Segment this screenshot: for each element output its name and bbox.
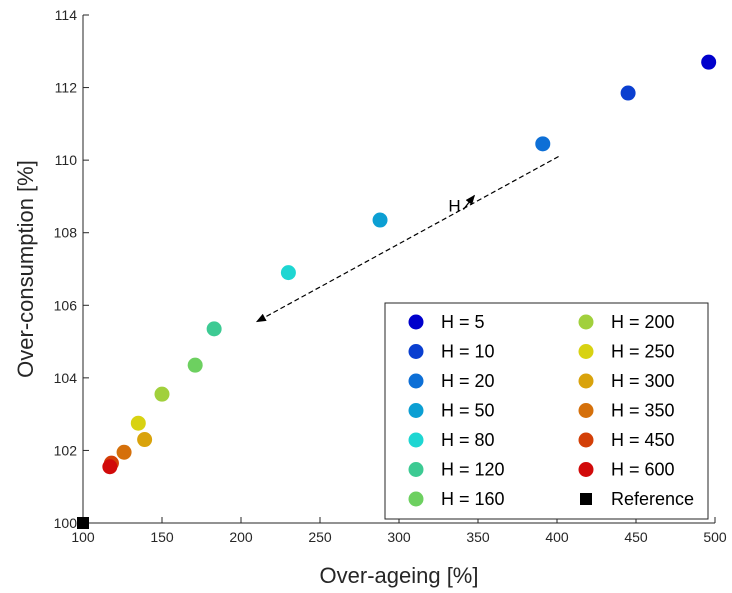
dashed-trend-arrow (255, 155, 559, 323)
y-tick-label: 104 (54, 370, 78, 386)
legend-entry-label: H = 20 (441, 371, 495, 391)
legend-entry-label: H = 600 (611, 460, 675, 480)
legend-entry-label: H = 160 (441, 489, 505, 509)
data-point-reference (77, 517, 89, 529)
legend-marker (578, 344, 594, 359)
data-point (187, 357, 203, 373)
data-point (130, 415, 146, 431)
legend-marker (408, 373, 424, 389)
data-point (280, 265, 296, 281)
legend-marker (408, 491, 424, 507)
axes: 100 150 200 250 300 350 400 450 500 100 102 104 106 1… (54, 7, 727, 545)
y-axis-title: Over-consumption [%] (13, 160, 38, 378)
legend-marker (578, 462, 594, 477)
y-tick-label: 114 (55, 7, 78, 23)
data-point (535, 136, 551, 152)
data-point (701, 54, 717, 70)
legend-entry-label: H = 5 (441, 312, 485, 332)
y-tick-label: 108 (54, 225, 78, 241)
legend-marker (408, 462, 424, 477)
legend-entry-label: H = 350 (611, 401, 675, 421)
legend-marker (578, 432, 594, 448)
legend-entry-label: H = 450 (611, 430, 675, 450)
legend-marker (408, 344, 424, 359)
x-tick-label: 100 (71, 529, 95, 545)
data-point (620, 85, 636, 101)
y-tick-label: 106 (54, 297, 78, 313)
legend-entry-label: H = 10 (441, 342, 495, 362)
legend-entry-label: Reference (611, 489, 694, 509)
y-tick-label: 112 (55, 80, 78, 96)
legend-entry-label: H = 50 (441, 401, 495, 421)
y-tick-label: 110 (55, 152, 78, 168)
legend-entry-label: H = 80 (441, 430, 495, 450)
data-point (137, 432, 153, 448)
annotation-label: H (448, 197, 460, 216)
annotations: H (255, 155, 559, 323)
x-tick-label: 200 (229, 529, 253, 545)
x-tick-label: 500 (703, 529, 727, 545)
legend-marker (578, 373, 594, 389)
x-tick-label: 350 (466, 529, 490, 545)
data-points (77, 54, 717, 529)
data-point (154, 386, 170, 402)
x-tick-label: 450 (624, 529, 648, 545)
legend-marker (580, 493, 592, 505)
legend: H = 5 H = 10 H = 20 H = 50 H = 80 H = 120 H = … (384, 302, 709, 520)
data-point (372, 212, 388, 228)
data-point (116, 444, 132, 460)
legend-marker (408, 432, 424, 448)
legend-box (384, 302, 709, 520)
data-point (102, 459, 118, 475)
legend-entry-label: H = 120 (441, 460, 505, 480)
annotation-small-arrow (462, 194, 476, 210)
x-axis-title: Over-ageing [%] (320, 563, 479, 588)
y-tick-label: 100 (54, 515, 78, 531)
x-tick-label: 400 (545, 529, 569, 545)
legend-marker (408, 314, 424, 330)
x-tick-label: 300 (387, 529, 411, 545)
legend-entry-label: H = 300 (611, 371, 675, 391)
legend-marker (578, 314, 594, 330)
legend-entry-label: H = 200 (611, 312, 675, 332)
x-tick-label: 250 (308, 529, 332, 545)
y-tick-label: 102 (54, 442, 78, 458)
legend-entry-label: H = 250 (611, 342, 675, 362)
data-point (206, 321, 222, 337)
legend-marker (578, 403, 594, 418)
x-tick-label: 150 (150, 529, 174, 545)
legend-marker (408, 403, 424, 418)
